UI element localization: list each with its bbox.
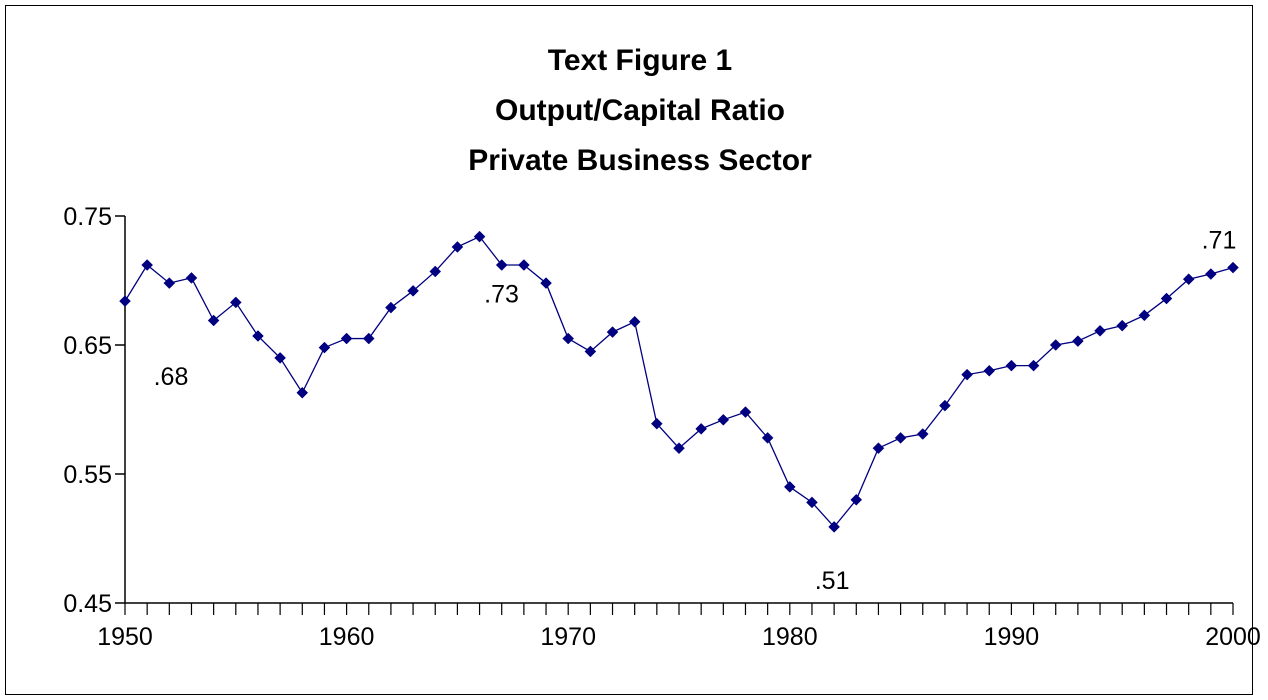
data-point [1005,359,1018,372]
data-point [252,330,264,342]
data-point [1204,268,1217,280]
data-point [939,399,951,412]
data-point [584,345,597,358]
data-point [628,315,641,328]
data-point [518,259,530,271]
data-point [274,352,286,364]
data-point [761,432,774,444]
y-tick-label: 0.65 [63,332,112,360]
data-point [473,230,486,243]
data-point [429,265,442,278]
data-point [783,481,796,493]
chart-frame [5,5,1253,695]
chart-title: Text Figure 1 Output/Capital Ratio Priva… [468,44,812,177]
data-point [407,284,419,297]
data-point [894,432,907,444]
data-point [828,521,840,533]
data-label: .73 [484,281,519,309]
data-point [185,272,198,284]
series-group [119,230,1239,533]
data-point [983,364,996,377]
axes [124,216,1233,604]
data-point [872,442,885,455]
data-point [207,314,220,327]
x-tick-label: 1950 [97,623,153,651]
data-point [1094,324,1106,337]
data-point [1182,273,1195,286]
data-point [673,442,685,455]
data-point [340,332,353,345]
data-point [1049,339,1062,351]
data-point [739,406,752,418]
data-point [318,341,331,354]
data-point [806,496,818,509]
title-line-2: Output/Capital Ratio [495,94,785,127]
data-point [1160,292,1173,305]
data-label: .71 [1202,227,1237,255]
x-tick-label: 1990 [984,623,1040,651]
data-point [916,428,929,440]
axis-ticks: 0.45 0.55 0.65 0.75 1950 1960 1970 1980 1990 2000 [63,203,1260,651]
data-point [1138,309,1151,322]
data-point [540,277,552,289]
x-tick-label: 1960 [319,623,375,651]
y-tick-label: 0.75 [63,203,112,231]
title-line-3: Private Business Sector [468,144,812,177]
y-tick-label: 0.45 [63,590,112,618]
data-point [163,277,176,289]
data-point [385,301,397,314]
data-point [229,296,242,309]
y-tick-label: 0.55 [63,461,112,489]
x-tick-label: 1970 [540,623,596,651]
data-point [1227,261,1239,274]
data-point [296,386,309,399]
data-point [495,259,508,271]
title-line-1: Text Figure 1 [548,44,732,77]
data-point [695,422,708,435]
data-point [1027,359,1040,372]
data-labels: .68 .73 .51 .71 [154,227,1237,595]
data-label: .51 [815,567,850,595]
x-tick-label: 1980 [762,623,818,651]
data-point [451,241,464,253]
data-point [1072,335,1084,347]
data-point [562,332,575,345]
data-point [650,417,663,430]
x-tick-label: 2000 [1205,623,1261,651]
data-label: .68 [154,363,189,391]
data-point [1116,319,1129,332]
series-line [124,235,1234,528]
data-point [362,332,375,345]
data-point [850,493,863,506]
data-point [717,413,730,426]
data-point [606,326,619,338]
data-point [119,295,131,307]
data-point [961,368,973,381]
data-point [141,259,154,271]
